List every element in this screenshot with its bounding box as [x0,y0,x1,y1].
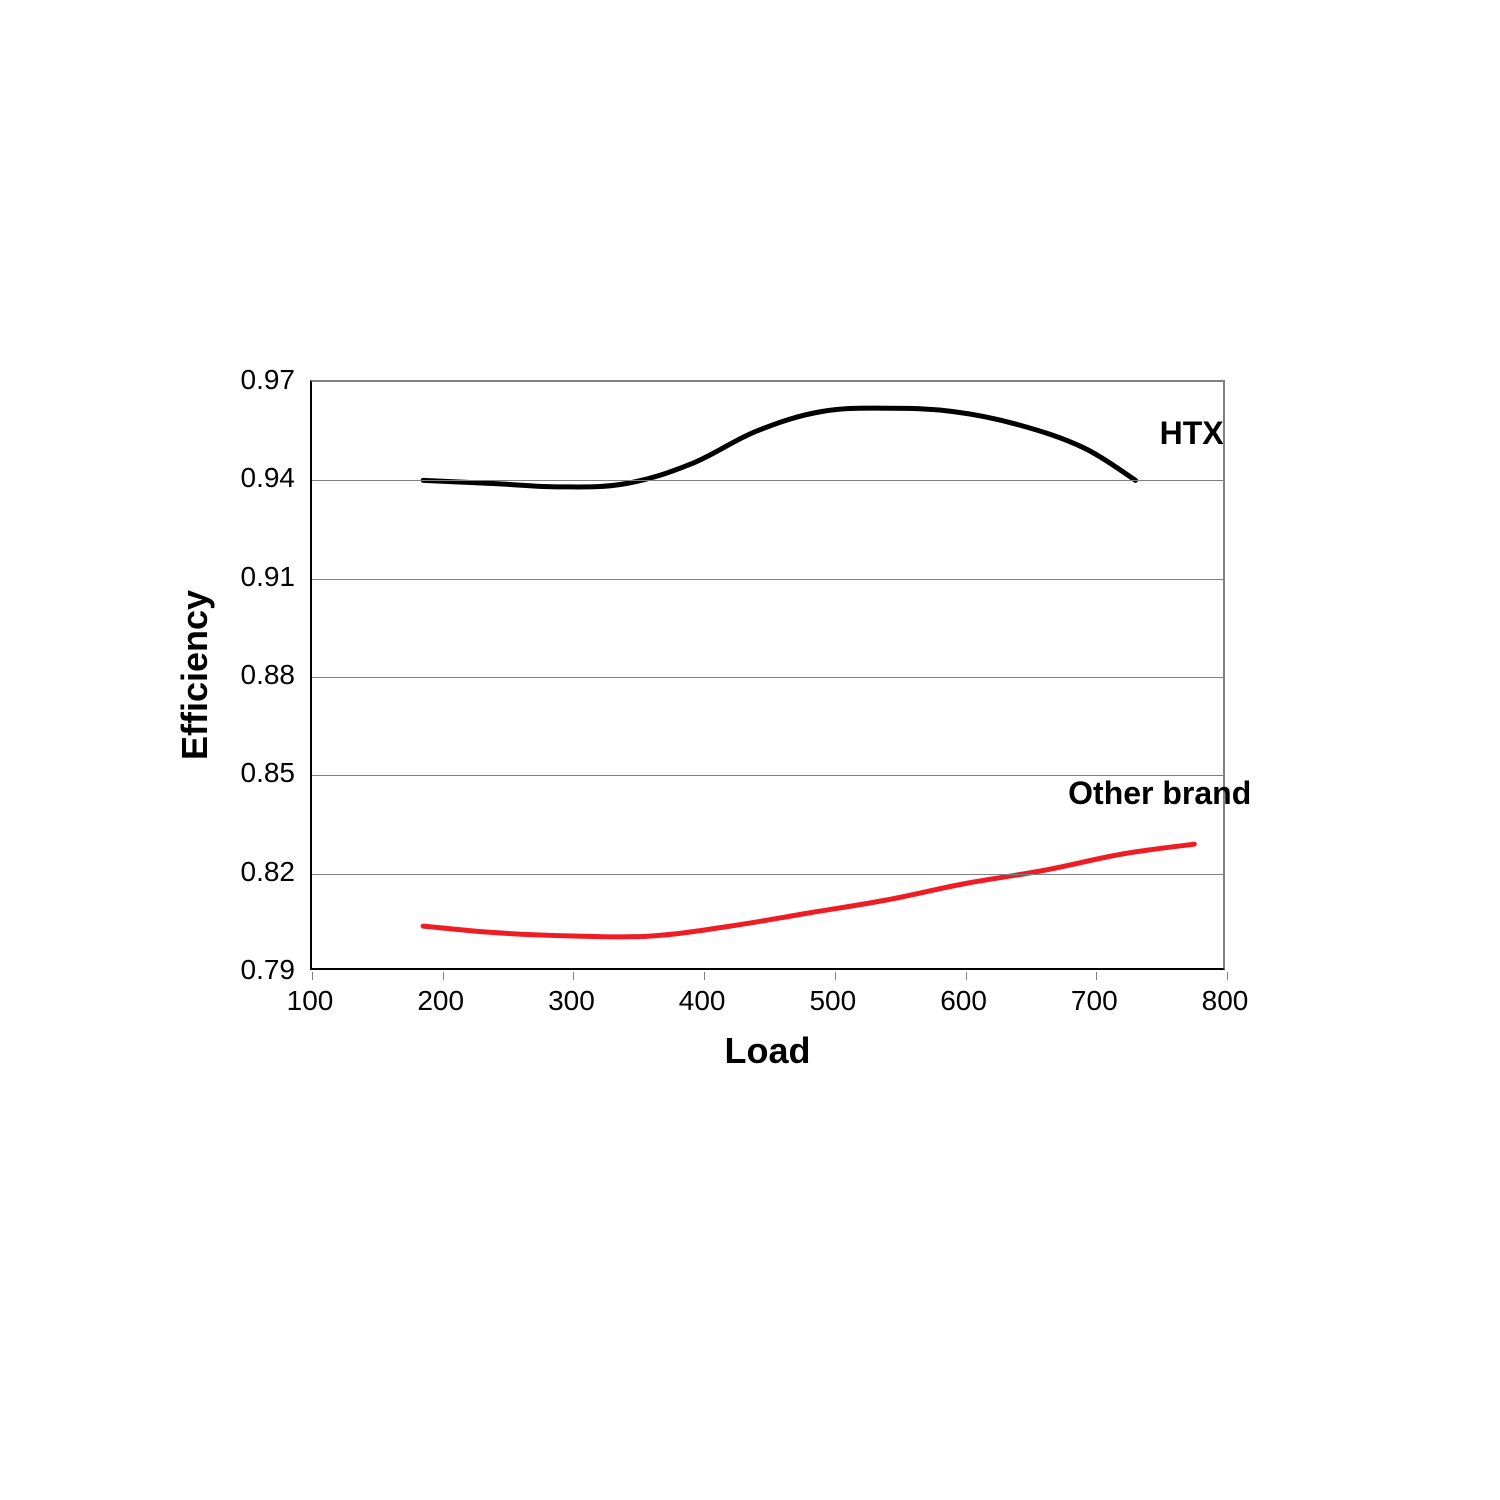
chart-canvas: Load Efficiency 0.790.820.850.880.910.94… [0,0,1500,1500]
gridline-y [312,677,1223,678]
x-tick-label: 200 [417,985,464,1017]
x-axis-title: Load [725,1030,811,1072]
series-line-htx [423,408,1135,487]
y-tick-label: 0.94 [175,462,295,494]
x-tick [835,972,836,980]
x-tick-label: 300 [548,985,595,1017]
x-tick-label: 600 [940,985,987,1017]
x-tick-label: 500 [809,985,856,1017]
y-tick-label: 0.79 [175,954,295,986]
y-tick-label: 0.97 [175,364,295,396]
y-tick-label: 0.91 [175,561,295,593]
x-tick [966,972,967,980]
gridline-y [312,480,1223,481]
gridline-y [312,579,1223,580]
y-tick-label: 0.88 [175,659,295,691]
series-label-htx: HTX [1160,415,1224,452]
x-tick-label: 700 [1071,985,1118,1017]
series-line-other [423,844,1194,937]
series-label-other: Other brand [1068,775,1251,812]
x-tick-label: 400 [679,985,726,1017]
x-tick-label: 100 [287,985,334,1017]
x-tick [1227,972,1228,980]
x-tick [704,972,705,980]
gridline-y [312,874,1223,875]
x-tick [573,972,574,980]
y-tick-label: 0.82 [175,856,295,888]
plot-area [310,380,1225,970]
x-tick [312,972,313,980]
x-tick-label: 800 [1202,985,1249,1017]
x-tick [443,972,444,980]
y-tick-label: 0.85 [175,757,295,789]
x-tick [1096,972,1097,980]
